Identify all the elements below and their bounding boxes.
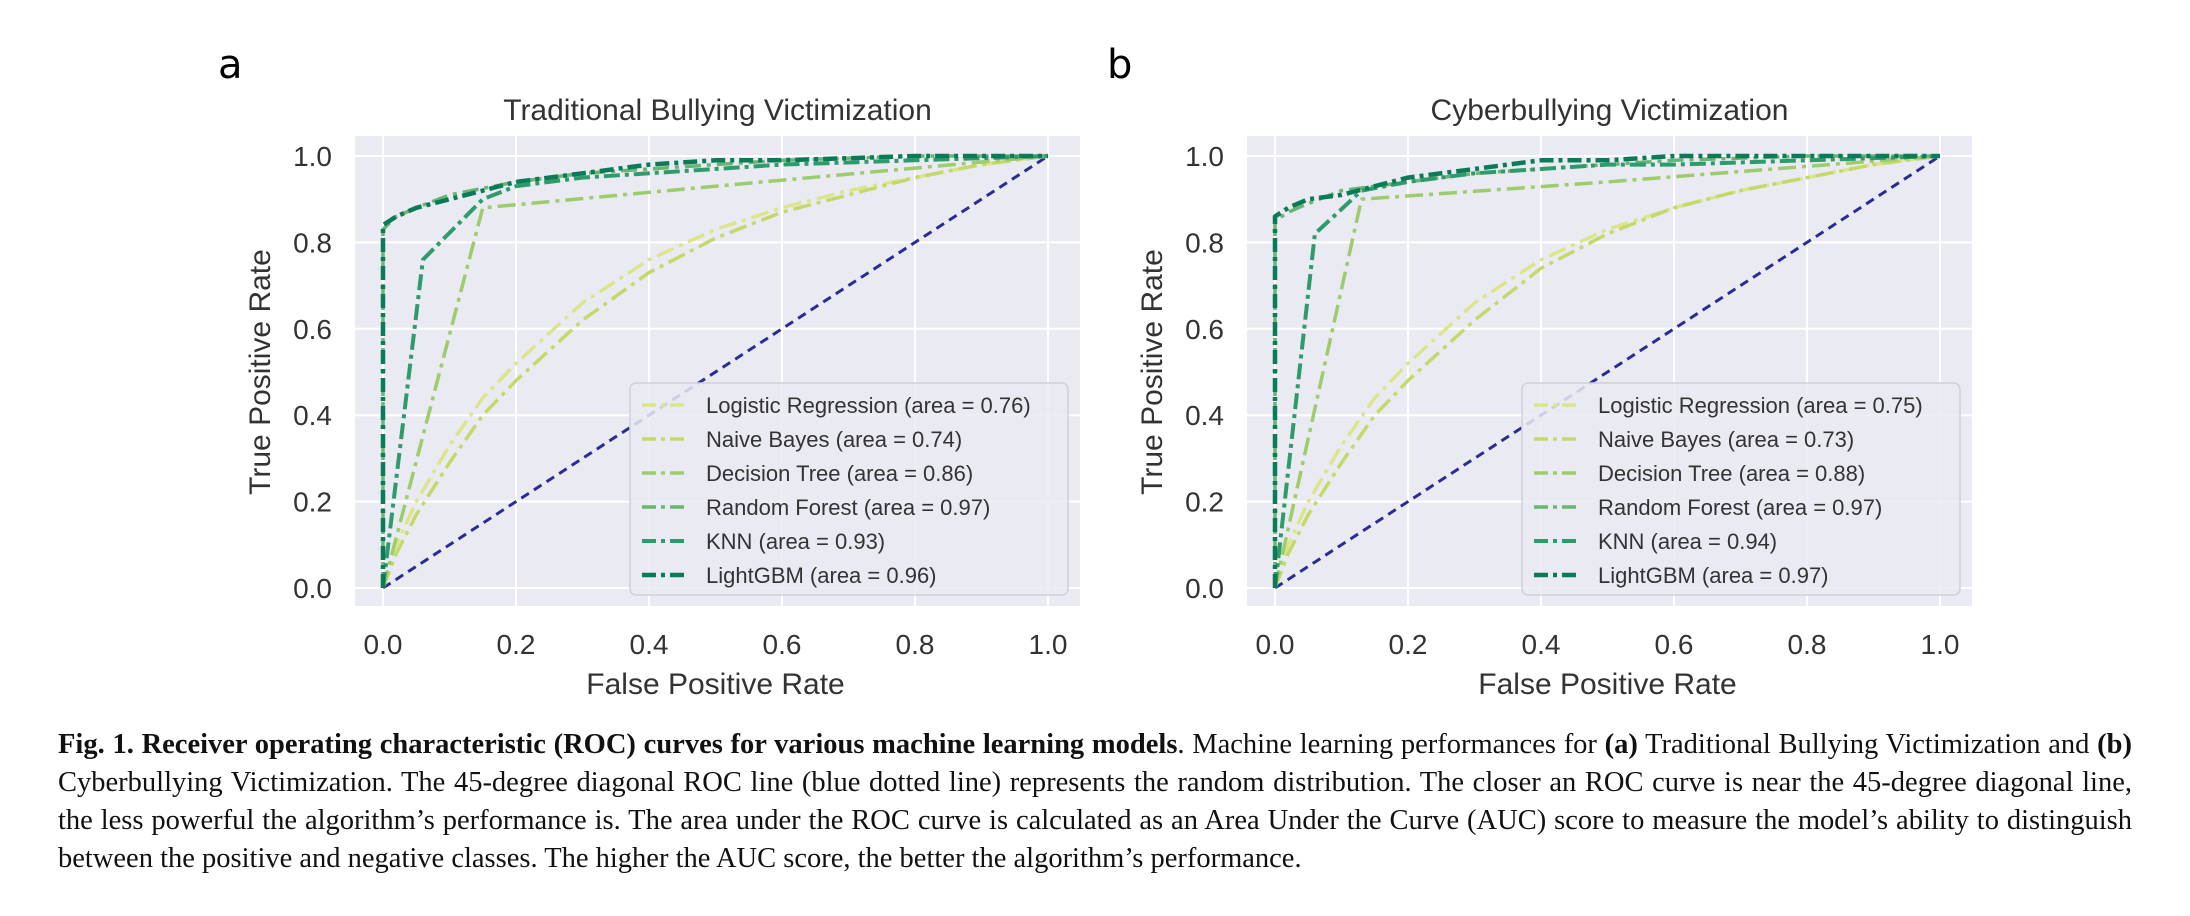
x-tick-label: 0.4 <box>630 629 669 660</box>
x-tick-label: 0.2 <box>497 629 536 660</box>
chart-panel-b: b 0.0 0.2 0.4 0.6 0.8 1.0 0.0 0.2 0.4 0.6 0.8 1.0 Cyb… <box>1107 42 1972 701</box>
series-line <box>1272 153 1940 588</box>
series-line <box>381 154 1049 589</box>
y-tick-label: 1.0 <box>1185 141 1224 172</box>
y-axis-label: True Positive Rate <box>244 249 277 495</box>
figure-caption: Fig. 1. Receiver operating characteristi… <box>58 726 2132 878</box>
y-tick-label: 0.0 <box>293 573 332 604</box>
caption-bold-b: (b) <box>2097 729 2132 760</box>
legend-entry: LightGBM (area = 0.96) <box>706 563 937 588</box>
x-tick-label: 0.4 <box>1522 629 1561 660</box>
x-axis-label: False Positive Rate <box>586 668 844 701</box>
legend-entry: Logistic Regression (area = 0.76) <box>706 393 1031 418</box>
legend-entry: Naive Bayes (area = 0.74) <box>706 427 962 452</box>
caption-text-1: . Machine learning performances for <box>1177 729 1605 760</box>
legend-entry: KNN (area = 0.93) <box>706 529 885 554</box>
x-tick-label: 0.2 <box>1389 629 1428 660</box>
chart-title: Traditional Bullying Victimization <box>503 94 932 127</box>
y-tick-label: 1.0 <box>293 141 332 172</box>
caption-heading: Receiver operating characteristic (ROC) … <box>141 729 1178 760</box>
x-tick-label: 1.0 <box>1921 629 1960 660</box>
series-line <box>1273 154 1941 589</box>
caption-text-3: Cyberbullying Victimization. The 45-degr… <box>58 767 2132 874</box>
legend-entry: Random Forest (area = 0.97) <box>1598 495 1882 520</box>
y-tick-label: 0.2 <box>1185 487 1224 518</box>
x-tick-label: 0.6 <box>763 629 802 660</box>
x-tick-label: 0.8 <box>1788 629 1827 660</box>
x-axis-label: False Positive Rate <box>1478 668 1736 701</box>
y-tick-label: 0.0 <box>1185 573 1224 604</box>
x-tick-label: 0.8 <box>896 629 935 660</box>
legend-box <box>629 382 1069 596</box>
y-tick-label: 0.6 <box>1185 314 1224 345</box>
series-line <box>381 154 1049 589</box>
y-tick-label: 0.6 <box>293 314 332 345</box>
panel-letter: b <box>1107 42 1132 88</box>
caption-text-2: Traditional Bullying Victimization and <box>1637 729 2098 760</box>
chart-title: Cyberbullying Victimization <box>1431 94 1789 127</box>
legend-box <box>1521 382 1961 596</box>
y-tick-label: 0.8 <box>1185 227 1224 258</box>
legend-entry: Decision Tree (area = 0.86) <box>706 461 973 486</box>
x-tick-label: 0.6 <box>1655 629 1694 660</box>
caption-fig-label: Fig. 1. <box>58 729 134 760</box>
x-tick-label: 0.0 <box>364 629 403 660</box>
series-line <box>381 154 1049 589</box>
legend-entry: Logistic Regression (area = 0.75) <box>1598 393 1923 418</box>
chart-panel-a: a 0.0 0.2 0.4 0.6 0.8 1.0 0.0 0.2 0.4 0.6 0.8 1.0 Tra… <box>218 42 1080 701</box>
diagonal-reference-line <box>1274 154 1941 590</box>
series-line <box>1273 154 1941 589</box>
caption-bold-a: (a) <box>1604 729 1638 760</box>
series-line <box>381 154 1049 589</box>
panel-letter: a <box>218 42 243 88</box>
legend-entry: LightGBM (area = 0.97) <box>1598 563 1829 588</box>
legend-entry: Decision Tree (area = 0.88) <box>1598 461 1865 486</box>
legend-entry: Random Forest (area = 0.97) <box>706 495 990 520</box>
diagonal-reference-line <box>382 154 1049 590</box>
y-tick-label: 0.4 <box>293 400 332 431</box>
x-tick-label: 1.0 <box>1029 629 1068 660</box>
roc-figure: a 0.0 0.2 0.4 0.6 0.8 1.0 0.0 0.2 0.4 0.6 0.8 1.0 Tra… <box>218 42 1972 701</box>
legend-entry: Naive Bayes (area = 0.73) <box>1598 427 1854 452</box>
y-tick-label: 0.2 <box>293 487 332 518</box>
y-tick-label: 0.4 <box>1185 400 1224 431</box>
legend-entry: KNN (area = 0.94) <box>1598 529 1777 554</box>
x-tick-label: 0.0 <box>1256 629 1295 660</box>
y-tick-label: 0.8 <box>293 227 332 258</box>
series-line <box>1273 154 1941 589</box>
y-axis-label: True Positive Rate <box>1136 249 1169 495</box>
